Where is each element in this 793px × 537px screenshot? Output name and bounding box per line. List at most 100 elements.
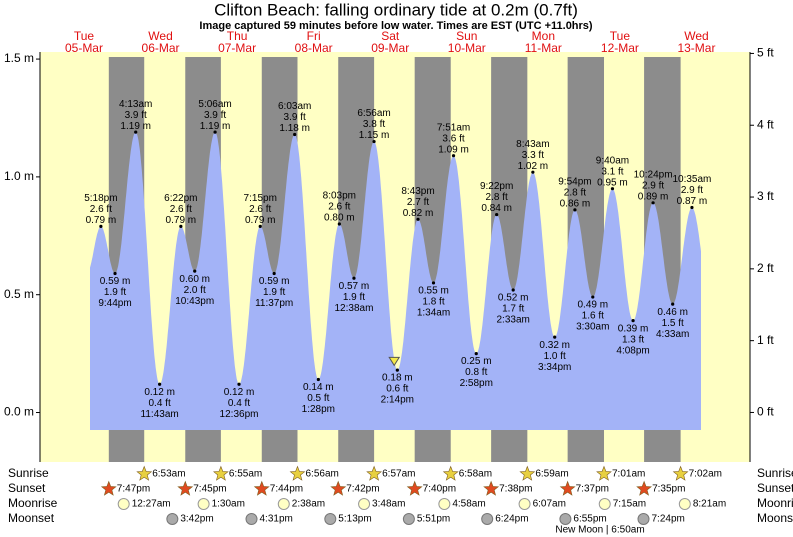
moonrise-icon [117, 498, 130, 510]
extreme-label: 0.12 m [224, 387, 255, 398]
tide-extreme [631, 319, 635, 323]
extreme-label: 2.6 ft [170, 204, 192, 215]
sunrise-icon [672, 465, 689, 481]
extreme-label: 0.4 ft [228, 398, 250, 409]
extreme-label: 2:58pm [460, 378, 493, 389]
sunset-time: 7:45pm [193, 484, 226, 495]
extreme-label: 4:33am [656, 329, 689, 340]
extreme-label: 9:44pm [98, 298, 131, 309]
tide-extreme [113, 271, 117, 276]
tide-extreme [158, 382, 162, 386]
row-label: Moonrise [8, 496, 58, 510]
sunset-icon [406, 480, 423, 496]
sunset-time: 7:40pm [423, 484, 456, 495]
extreme-label: 1.0 ft [544, 351, 566, 362]
day-weekday: Sat [381, 29, 400, 43]
y-tick-label: 1.0 m [4, 169, 34, 183]
extreme-label: 4:13am [119, 99, 152, 110]
extreme-label: 3.1 ft [601, 166, 623, 177]
tide-extreme [372, 139, 376, 144]
day-date: 05-Mar [65, 41, 103, 55]
extreme-label: 2.0 ft [184, 285, 206, 296]
moonset-time: 6:55pm [573, 514, 606, 525]
extreme-label: 0.55 m [418, 286, 449, 297]
sunrise-time: 6:56am [305, 469, 338, 480]
extreme-label: 12:36pm [220, 409, 259, 420]
sunset-time: 7:42pm [346, 484, 379, 495]
moonrise-icon [598, 498, 611, 510]
tide-extreme [651, 201, 655, 205]
extreme-label: 9:54pm [558, 177, 591, 188]
moonrise-icon [518, 498, 531, 510]
row-label: Moonset [8, 511, 55, 525]
day-weekday: Tue [610, 29, 631, 43]
row-label: Sunrise [8, 466, 49, 480]
sunrise-time: 7:01am [612, 469, 645, 480]
extreme-label: 2.7 ft [407, 197, 429, 208]
tide-extreme [293, 132, 297, 137]
sunrise-icon [442, 465, 459, 481]
now-marker [388, 356, 401, 367]
day-weekday: Sun [456, 29, 477, 43]
extreme-label: 2:14pm [381, 395, 414, 406]
tide-extreme [416, 217, 420, 221]
extreme-label: 8:03pm [323, 191, 356, 202]
extreme-label: 0.86 m [560, 199, 591, 210]
day-weekday: Fri [307, 29, 321, 43]
extreme-label: 1.19 m [120, 121, 151, 132]
extreme-label: 1:34am [417, 308, 450, 319]
tide-extreme [495, 212, 499, 217]
moonrise-time: 7:15am [613, 499, 646, 510]
moonrise-icon [277, 498, 290, 510]
extreme-label: 1.19 m [200, 121, 231, 132]
extreme-label: 0.95 m [597, 177, 628, 188]
extreme-label: 0.82 m [403, 208, 434, 219]
day-weekday: Tue [74, 29, 95, 43]
tide-extreme [531, 170, 535, 174]
extreme-label: 1.7 ft [502, 304, 524, 315]
extreme-label: 3.9 ft [204, 110, 226, 121]
extreme-label: 5:06am [198, 99, 231, 110]
y2-tick-label: 4 ft [757, 117, 774, 131]
moonset-time: 3:42pm [180, 514, 213, 525]
sunrise-icon [213, 465, 229, 481]
day-date: 09-Mar [371, 41, 409, 55]
tide-extreme [474, 352, 478, 356]
tide-extreme [179, 224, 183, 228]
y2-tick-label: 5 ft [757, 46, 774, 60]
extreme-label: 8:43am [516, 139, 549, 150]
tide-extreme [395, 368, 399, 372]
moonrise-icon [197, 498, 210, 510]
extreme-label: 2:33am [497, 315, 530, 326]
extreme-label: 1.5 ft [662, 318, 684, 329]
tide-extreme [431, 281, 436, 285]
extreme-label: 0.87 m [677, 196, 708, 207]
extreme-label: 0.6 ft [386, 384, 408, 395]
sunrise-time: 6:57am [382, 469, 415, 480]
chart-title: Clifton Beach: falling ordinary tide at … [214, 0, 578, 19]
row-label: Sunset [8, 481, 46, 495]
extreme-label: 0.39 m [618, 323, 649, 334]
sunset-time: 7:38pm [499, 484, 532, 495]
extreme-label: 0.79 m [166, 215, 197, 226]
extreme-label: 0.49 m [577, 300, 608, 311]
extreme-label: 7:15pm [244, 193, 277, 204]
moonset-icon [559, 513, 572, 525]
day-date: 13-Mar [677, 41, 715, 55]
extreme-label: 1:28pm [302, 404, 335, 415]
sunset-icon [636, 480, 652, 496]
extreme-label: 0.4 ft [149, 398, 171, 409]
extreme-label: 2.9 ft [681, 185, 703, 196]
moonset-time: 6:24pm [495, 514, 528, 525]
sunrise-icon [289, 465, 306, 481]
moonrise-time: 3:48am [372, 499, 405, 510]
moonset-icon [402, 513, 415, 525]
tide-extreme [193, 269, 197, 273]
extreme-label: 0.8 ft [465, 367, 487, 378]
extreme-label: 0.59 m [100, 276, 131, 287]
extreme-label: 1.6 ft [582, 311, 604, 322]
extreme-label: 0.79 m [245, 215, 276, 226]
extreme-label: 8:43pm [401, 186, 434, 197]
tide-extreme [451, 154, 456, 158]
moonset-time: 5:13pm [338, 514, 371, 525]
